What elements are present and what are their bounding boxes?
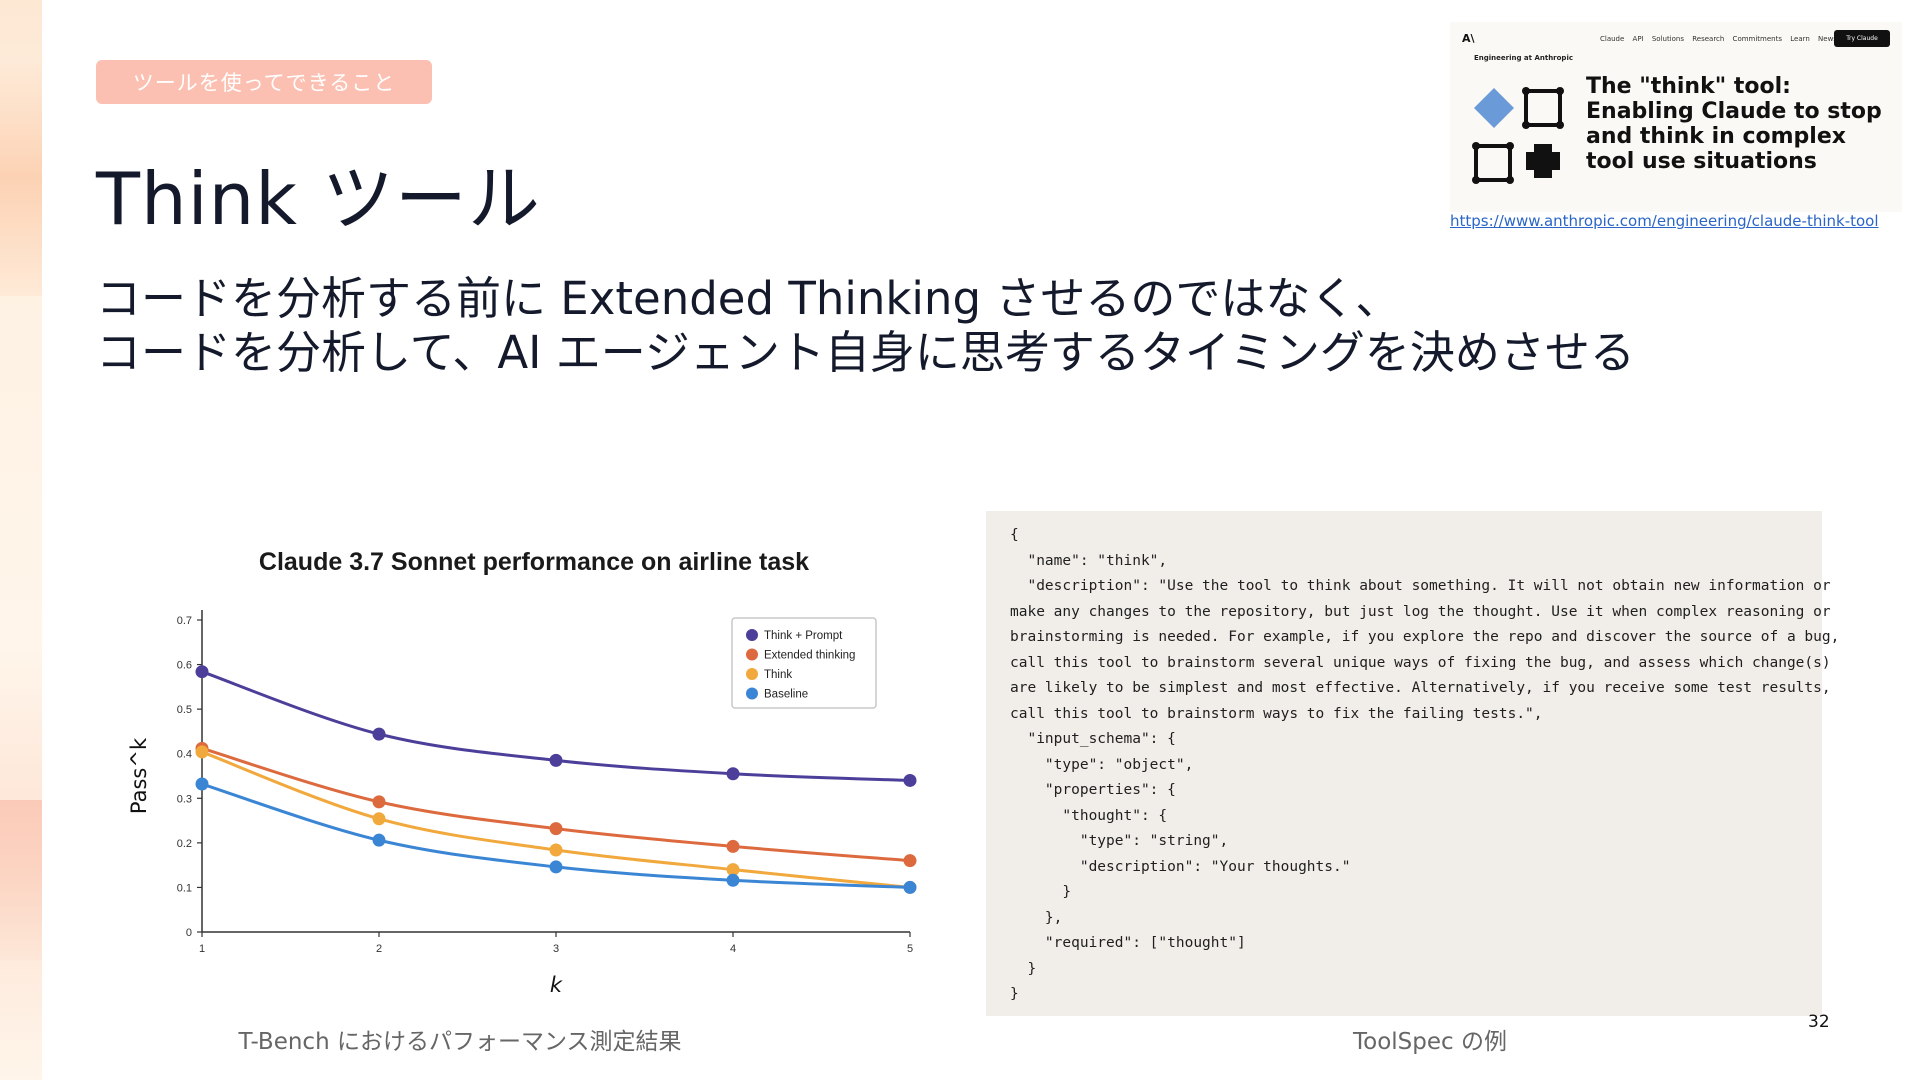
section-tag: ツールを使ってできること (96, 60, 432, 104)
toolspec-code: { "name": "think", "description": "Use t… (1010, 527, 1840, 1002)
legend-label-3: Baseline (764, 689, 808, 701)
data-point-2-1 (372, 812, 386, 826)
x-tick-label: 3 (553, 943, 559, 955)
diamond-shape (1474, 88, 1514, 128)
y-axis-label: Pass^k (127, 737, 151, 814)
y-tick-label: 0.1 (177, 882, 192, 894)
article-thumbnail[interactable]: A\ Claude API Solutions Research Commitm… (1450, 22, 1902, 212)
y-tick-label: 0.5 (177, 704, 192, 716)
data-point-3-4 (903, 880, 917, 894)
data-point-0-0 (195, 665, 209, 679)
data-point-0-4 (903, 773, 917, 787)
legend-marker-3 (746, 687, 758, 700)
code-caption: ToolSpec の例 (1353, 1029, 1507, 1055)
legend-marker-0 (746, 629, 758, 641)
data-point-0-2 (549, 753, 563, 767)
article-nav-links: Claude API Solutions Research Commitment… (1600, 35, 1837, 43)
legend-box (731, 617, 877, 709)
article-shapes-icon (1472, 87, 1564, 184)
legend-label-2: Think (764, 669, 792, 681)
x-axis-label: k (550, 973, 563, 997)
y-tick-label: 0 (186, 927, 192, 939)
subtitle-line-2: コードを分析して、AI エージェント自身に思考するタイミングを決めさせる (96, 326, 1635, 379)
data-point-3-0 (195, 777, 209, 791)
y-tick-label: 0.4 (177, 749, 192, 761)
side-glow-top (0, 60, 42, 296)
try-claude-button: Try Claude (1834, 30, 1890, 47)
y-tick-label: 0.3 (177, 793, 192, 805)
subtitle-line-1: コードを分析する前に Extended Thinking させるのではなく、 (96, 272, 1401, 325)
square-outline-shape-1 (1524, 89, 1562, 127)
data-point-0-3 (726, 767, 740, 781)
data-point-1-1 (372, 795, 386, 809)
page-number: 32 (1808, 1012, 1830, 1032)
data-point-2-0 (195, 745, 209, 759)
x-tick-label: 1 (199, 943, 205, 955)
slide-subtitle: コードを分析する前に Extended Thinking させるのではなく、 コ… (96, 272, 1635, 380)
anthropic-logo: A\ (1462, 32, 1475, 45)
legend-label-0: Think + Prompt (764, 630, 843, 642)
line-chart: Claude 3.7 Sonnet performance on airline… (127, 548, 917, 997)
data-point-1-4 (903, 854, 917, 868)
chart-title: Claude 3.7 Sonnet performance on airline… (259, 548, 809, 576)
data-point-0-1 (372, 727, 386, 741)
square-outline-shape-2 (1474, 144, 1512, 182)
data-point-3-2 (549, 860, 563, 874)
article-title: The "think" tool: Enabling Claude to sto… (1586, 74, 1882, 174)
article-link[interactable]: https://www.anthropic.com/engineering/cl… (1450, 212, 1879, 230)
x-tick-label: 5 (907, 943, 913, 955)
side-glow-bottom (0, 800, 42, 960)
data-point-3-3 (726, 873, 740, 887)
legend-label-1: Extended thinking (764, 650, 855, 662)
article-section-label: Engineering at Anthropic (1474, 54, 1573, 62)
data-point-2-2 (549, 843, 563, 857)
data-point-1-2 (549, 822, 563, 836)
y-tick-label: 0.2 (177, 838, 192, 850)
chart-caption: T-Bench におけるパフォーマンス測定結果 (238, 1029, 682, 1055)
legend-marker-2 (746, 668, 758, 680)
y-tick-label: 0.6 (177, 660, 192, 672)
x-tick-label: 2 (376, 943, 382, 955)
slide-title: Think ツール (96, 157, 541, 241)
cross-shape (1526, 144, 1560, 178)
code-block: { "name": "think", "description": "Use t… (986, 511, 1840, 1016)
y-tick-label: 0.7 (177, 615, 192, 627)
data-point-3-1 (372, 833, 386, 847)
data-point-2-3 (726, 863, 740, 877)
data-point-1-3 (726, 839, 740, 853)
side-decoration (0, 0, 42, 1080)
chart-container: Claude 3.7 Sonnet performance on airline… (110, 520, 940, 1000)
x-tick-label: 4 (730, 943, 736, 955)
legend-marker-1 (746, 648, 758, 661)
article-nav: A\ Claude API Solutions Research Commitm… (1450, 22, 1902, 54)
